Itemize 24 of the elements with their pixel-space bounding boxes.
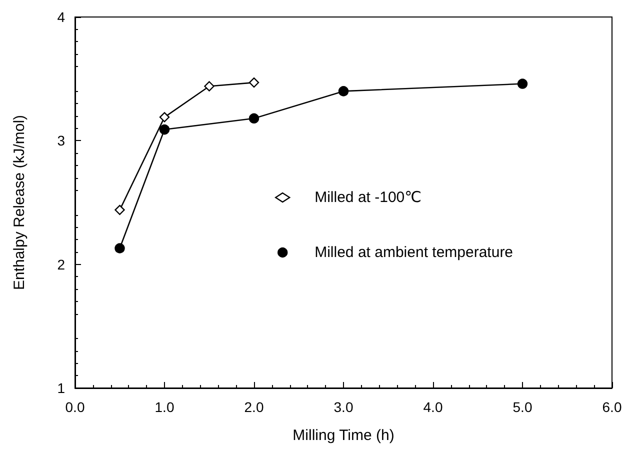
y-tick-label: 1 [57,380,66,396]
x-axis-title: Milling Time (h) [292,427,394,444]
point [114,204,125,216]
x-tick-label: 3.0 [334,399,354,415]
x-tick-label: 4.0 [423,399,443,415]
point [248,77,260,88]
point [338,86,349,96]
point [517,78,528,89]
x-tick-label: 0.0 [65,399,85,415]
legend-label: Milled at -100℃ [314,189,422,206]
point [248,113,260,124]
point [114,243,125,254]
y-tick-label: 2 [57,256,66,272]
y-tick-label: 4 [57,9,66,25]
y-axis-title: Enthalpy Release (kJ/mol) [11,114,28,290]
y-tick-label: 3 [57,132,66,149]
point [159,112,170,122]
point [159,124,170,135]
x-tick-label: 6.0 [602,399,622,415]
point [204,81,214,92]
x-tick-label: 1.0 [154,399,174,415]
x-tick-label: 5.0 [512,399,532,415]
legend-label: Milled at ambient temperature [314,244,514,261]
x-tick-label: 2.0 [244,399,264,415]
